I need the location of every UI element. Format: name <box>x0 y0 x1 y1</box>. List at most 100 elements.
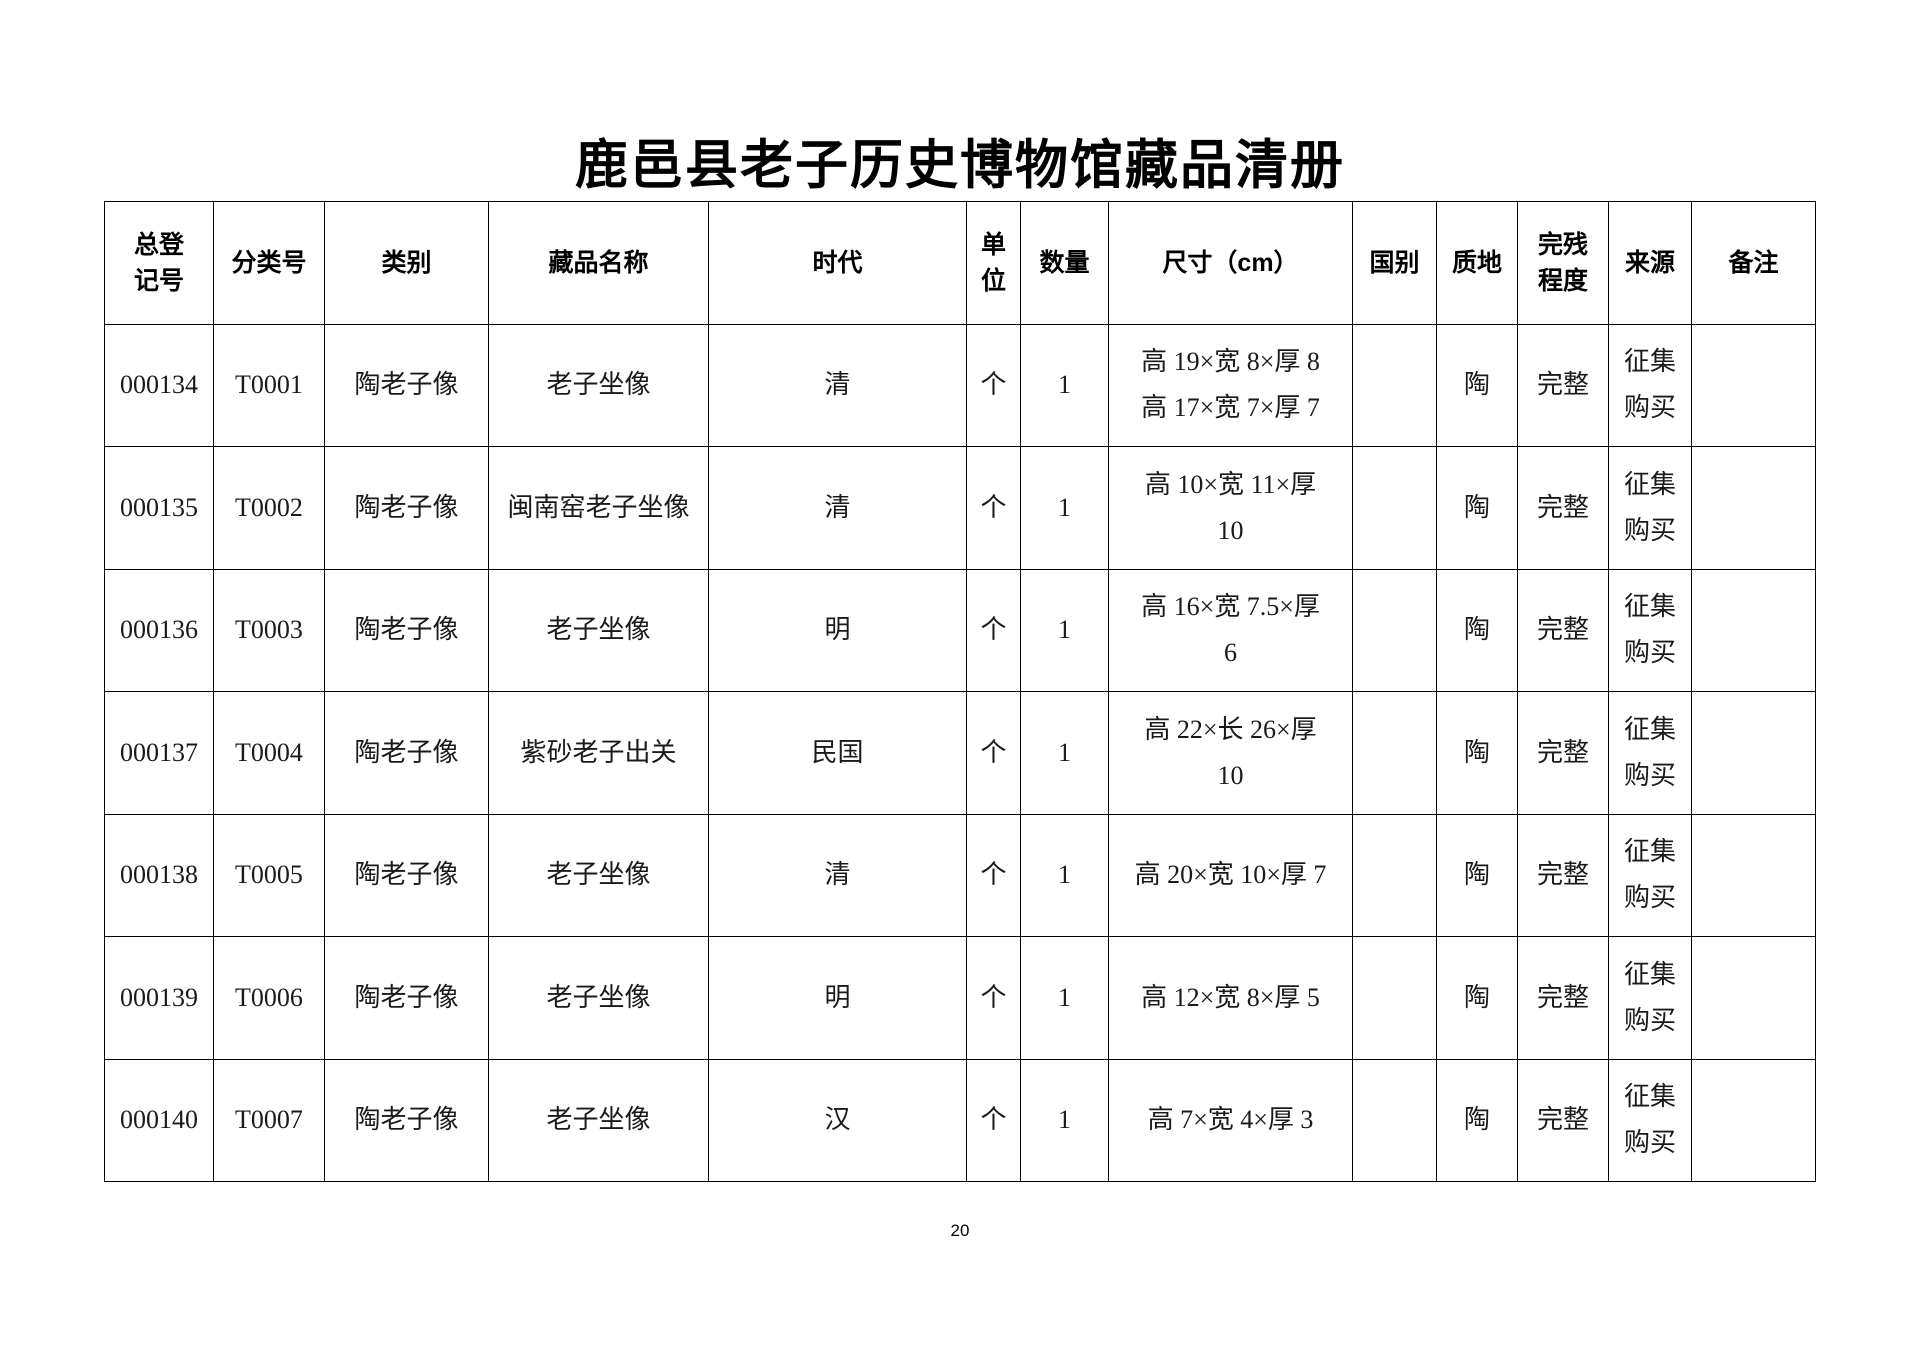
cell-era: 明 <box>708 568 967 692</box>
cell-name: 老子坐像 <box>488 936 709 1060</box>
cell-size: 高 12×宽 8×厚 5 <box>1108 936 1353 1060</box>
cell-name: 老子坐像 <box>488 813 709 937</box>
header-material: 质地 <box>1436 201 1518 325</box>
cell-quantity: 1 <box>1020 568 1109 692</box>
table-row: 000139 T0006 陶老子像 老子坐像 明 个 1 高 12×宽 8×厚 … <box>104 936 1816 1060</box>
size-line: 高 12×宽 8×厚 5 <box>1141 982 1320 1012</box>
cell-era: 清 <box>708 323 967 447</box>
cell-condition: 完整 <box>1517 936 1609 1060</box>
cell-reg-no: 000135 <box>104 446 214 570</box>
cell-category: 陶老子像 <box>324 1058 489 1182</box>
cell-size: 高 10×宽 11×厚 10 <box>1108 446 1353 570</box>
header-remarks: 备注 <box>1691 201 1816 325</box>
table-header-row: 总登记号 分类号 类别 藏品名称 时代 单位 数量 尺寸（cm） 国别 质地 完… <box>104 201 1816 325</box>
cell-era: 清 <box>708 813 967 937</box>
header-unit: 单位 <box>966 201 1021 325</box>
size-line: 高 19×宽 8×厚 8 <box>1141 347 1320 377</box>
collection-table: 总登记号 分类号 类别 藏品名称 时代 单位 数量 尺寸（cm） 国别 质地 完… <box>104 201 1816 1182</box>
cell-category: 陶老子像 <box>324 323 489 447</box>
header-size: 尺寸（cm） <box>1108 201 1353 325</box>
cell-size: 高 20×宽 10×厚 7 <box>1108 813 1353 937</box>
cell-era: 民国 <box>708 691 967 815</box>
cell-material: 陶 <box>1436 691 1518 815</box>
table-row: 000140 T0007 陶老子像 老子坐像 汉 个 1 高 7×宽 4×厚 3… <box>104 1058 1816 1182</box>
cell-condition: 完整 <box>1517 813 1609 937</box>
document-title: 鹿邑县老子历史博物馆藏品清册 <box>575 134 1345 196</box>
cell-remarks <box>1691 691 1816 815</box>
header-source: 来源 <box>1608 201 1692 325</box>
cell-unit: 个 <box>966 323 1021 447</box>
cell-condition: 完整 <box>1517 323 1609 447</box>
size-line: 高 7×宽 4×厚 3 <box>1147 1105 1314 1135</box>
header-label: 完残程度 <box>1537 230 1588 295</box>
size-line: 10 <box>1217 515 1244 545</box>
cell-material: 陶 <box>1436 568 1518 692</box>
cell-reg-no: 000138 <box>104 813 214 937</box>
cell-unit: 个 <box>966 813 1021 937</box>
cell-source: 征集购买 <box>1608 323 1692 447</box>
size-line: 高 22×长 26×厚 <box>1144 714 1317 744</box>
cell-source: 征集购买 <box>1608 936 1692 1060</box>
header-quantity: 数量 <box>1020 201 1109 325</box>
cell-country <box>1352 1058 1437 1182</box>
header-label: 总登记号 <box>133 230 184 295</box>
header-category: 类别 <box>324 201 489 325</box>
cell-unit: 个 <box>966 1058 1021 1182</box>
cell-class-no: T0005 <box>213 813 325 937</box>
cell-size: 高 22×长 26×厚 10 <box>1108 691 1353 815</box>
cell-material: 陶 <box>1436 446 1518 570</box>
cell-unit: 个 <box>966 446 1021 570</box>
header-era: 时代 <box>708 201 967 325</box>
header-label: 单位 <box>980 230 1006 295</box>
size-line: 高 17×宽 7×厚 7 <box>1141 393 1320 423</box>
cell-reg-no: 000134 <box>104 323 214 447</box>
size-line: 高 10×宽 11×厚 <box>1144 469 1317 499</box>
cell-quantity: 1 <box>1020 813 1109 937</box>
cell-category: 陶老子像 <box>324 936 489 1060</box>
cell-class-no: T0003 <box>213 568 325 692</box>
source-text: 征集购买 <box>1623 469 1676 545</box>
cell-condition: 完整 <box>1517 1058 1609 1182</box>
source-text: 征集购买 <box>1623 959 1676 1035</box>
size-line: 高 20×宽 10×厚 7 <box>1134 860 1327 890</box>
cell-condition: 完整 <box>1517 446 1609 570</box>
cell-quantity: 1 <box>1020 936 1109 1060</box>
cell-country <box>1352 691 1437 815</box>
source-text: 征集购买 <box>1623 347 1676 423</box>
table-row: 000136 T0003 陶老子像 老子坐像 明 个 1 高 16×宽 7.5×… <box>104 568 1816 692</box>
cell-class-no: T0002 <box>213 446 325 570</box>
cell-remarks <box>1691 1058 1816 1182</box>
cell-quantity: 1 <box>1020 323 1109 447</box>
source-text: 征集购买 <box>1623 592 1676 668</box>
cell-remarks <box>1691 813 1816 937</box>
cell-category: 陶老子像 <box>324 568 489 692</box>
cell-category: 陶老子像 <box>324 813 489 937</box>
cell-name: 老子坐像 <box>488 323 709 447</box>
cell-country <box>1352 936 1437 1060</box>
cell-material: 陶 <box>1436 813 1518 937</box>
size-line: 10 <box>1217 760 1244 790</box>
cell-condition: 完整 <box>1517 568 1609 692</box>
cell-quantity: 1 <box>1020 1058 1109 1182</box>
cell-remarks <box>1691 323 1816 447</box>
table-row: 000134 T0001 陶老子像 老子坐像 清 个 1 高 19×宽 8×厚 … <box>104 323 1816 447</box>
cell-reg-no: 000136 <box>104 568 214 692</box>
cell-country <box>1352 323 1437 447</box>
cell-name: 闽南窑老子坐像 <box>488 446 709 570</box>
cell-size: 高 16×宽 7.5×厚 6 <box>1108 568 1353 692</box>
cell-condition: 完整 <box>1517 691 1609 815</box>
cell-unit: 个 <box>966 691 1021 815</box>
cell-source: 征集购买 <box>1608 813 1692 937</box>
cell-remarks <box>1691 446 1816 570</box>
cell-class-no: T0001 <box>213 323 325 447</box>
cell-name: 老子坐像 <box>488 1058 709 1182</box>
cell-class-no: T0007 <box>213 1058 325 1182</box>
page-number: 20 <box>950 1221 970 1240</box>
cell-material: 陶 <box>1436 1058 1518 1182</box>
cell-class-no: T0006 <box>213 936 325 1060</box>
cell-era: 清 <box>708 446 967 570</box>
header-condition: 完残程度 <box>1517 201 1609 325</box>
cell-size: 高 7×宽 4×厚 3 <box>1108 1058 1353 1182</box>
header-name: 藏品名称 <box>488 201 709 325</box>
source-text: 征集购买 <box>1623 837 1676 913</box>
